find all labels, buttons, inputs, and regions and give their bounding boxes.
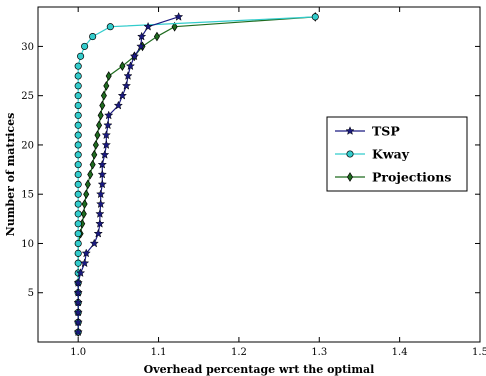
data-point <box>75 201 81 207</box>
data-point <box>75 83 81 89</box>
y-tick-label: 30 <box>21 42 34 53</box>
y-tick-label: 25 <box>21 91 34 102</box>
data-point <box>75 73 81 79</box>
x-tick-label: 1.4 <box>392 347 408 358</box>
y-tick-label: 15 <box>21 190 34 201</box>
data-point <box>75 230 81 236</box>
data-point <box>89 33 95 39</box>
y-axis-title: Number of matrices <box>4 113 17 237</box>
data-point <box>75 152 81 158</box>
x-axis-title: Overhead percentage wrt the optimal <box>144 363 375 376</box>
data-point <box>107 24 113 30</box>
data-point <box>75 63 81 69</box>
data-point <box>75 250 81 256</box>
x-tick-label: 1.3 <box>311 347 327 358</box>
data-point <box>75 171 81 177</box>
data-point <box>75 161 81 167</box>
data-point <box>75 191 81 197</box>
x-tick-label: 1.0 <box>70 347 86 358</box>
data-point <box>75 221 81 227</box>
data-point <box>75 122 81 128</box>
data-point <box>75 181 81 187</box>
data-point <box>75 142 81 148</box>
y-tick-label: 20 <box>21 140 34 151</box>
data-point <box>77 53 83 59</box>
data-point <box>312 14 318 20</box>
x-tick-label: 1.1 <box>151 347 167 358</box>
legend-label: Kway <box>372 147 410 162</box>
legend: TSP Kway Projections <box>327 117 467 191</box>
legend-label: TSP <box>372 124 400 139</box>
data-point <box>75 132 81 138</box>
y-tick-label: 5 <box>28 288 34 299</box>
data-point <box>75 102 81 108</box>
data-point <box>75 240 81 246</box>
data-point <box>75 92 81 98</box>
legend-label: Projections <box>372 170 451 185</box>
data-point <box>75 211 81 217</box>
data-point <box>81 43 87 49</box>
data-point <box>75 112 81 118</box>
x-tick-label: 1.5 <box>472 347 486 358</box>
x-tick-label: 1.2 <box>231 347 247 358</box>
legend-marker <box>347 151 353 157</box>
data-point <box>75 260 81 266</box>
y-tick-label: 10 <box>21 239 34 250</box>
